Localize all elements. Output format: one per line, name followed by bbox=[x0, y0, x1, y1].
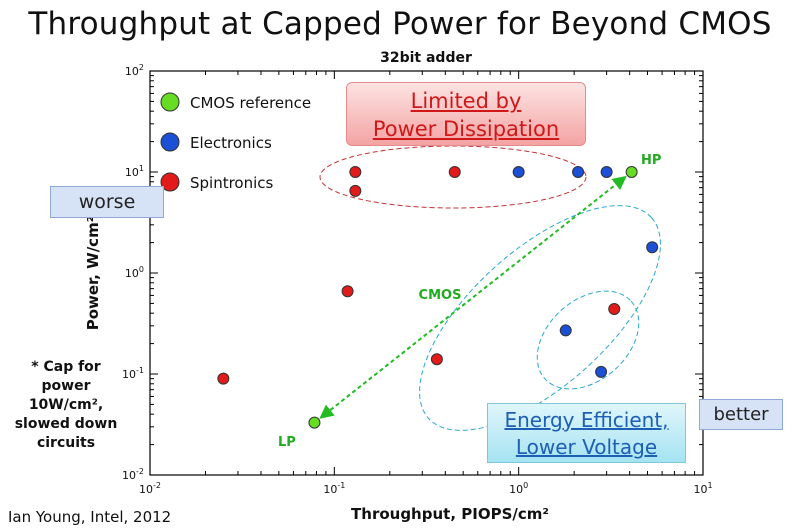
data-points bbox=[217, 166, 659, 429]
electronics-point bbox=[600, 166, 613, 178]
cap-note-line: 10W/cm², bbox=[28, 397, 104, 413]
credit: Ian Young, Intel, 2012 bbox=[8, 508, 172, 526]
limited-line-1: Limited by bbox=[410, 89, 522, 113]
x-tick-label: 100 bbox=[509, 481, 528, 496]
cap-note-line: * Cap for bbox=[31, 359, 101, 375]
electronics-point bbox=[572, 166, 585, 178]
axis-ticks bbox=[149, 71, 703, 476]
y-tick-label: 10-1 bbox=[122, 366, 144, 381]
electronics-point bbox=[559, 324, 572, 337]
spintronics-point bbox=[608, 303, 621, 316]
cmos-label: CMOS bbox=[419, 288, 462, 303]
y-tick-label: 10-2 bbox=[122, 467, 144, 482]
x-tick-label: 101 bbox=[693, 481, 712, 496]
electronics-point bbox=[595, 365, 608, 378]
lower-voltage-ellipse bbox=[536, 290, 640, 390]
energy-line-1: Energy Efficient, bbox=[504, 408, 669, 432]
energy-efficient-callout: Energy Efficient, Lower Voltage bbox=[487, 403, 686, 463]
chart-title: 32bit adder bbox=[380, 50, 472, 66]
spintronics-point bbox=[217, 372, 230, 385]
slide-title: Throughput at Capped Power for Beyond CM… bbox=[28, 6, 772, 42]
cmos-point bbox=[625, 166, 638, 178]
legend-marker-spintronics bbox=[160, 172, 180, 192]
legend-marker-electronics bbox=[160, 132, 180, 152]
limited-line-2: Power Dissipation bbox=[372, 117, 560, 141]
spintronics-point bbox=[448, 166, 461, 178]
better-label: better bbox=[699, 399, 783, 430]
y-tick-label: 101 bbox=[125, 164, 144, 179]
limited-by-power-callout: Limited by Power Dissipation bbox=[346, 82, 586, 146]
y-tick-label: 102 bbox=[125, 63, 144, 78]
lp-label: LP bbox=[278, 435, 296, 450]
cap-note: * Cap for power 10W/cm², slowed down cir… bbox=[6, 358, 126, 453]
legend-label-cmos: CMOS reference bbox=[190, 94, 311, 112]
x-tick-label: 10-2 bbox=[139, 481, 161, 496]
y-tick-label: 100 bbox=[125, 265, 144, 280]
spintronics-point bbox=[349, 184, 362, 197]
legend-marker-cmos bbox=[160, 92, 180, 112]
y-tick-labels: 10-2 10-1 100 101 102 bbox=[122, 63, 144, 482]
worse-label: worse bbox=[50, 186, 164, 218]
hp-label: HP bbox=[641, 153, 661, 168]
x-tick-labels: 10-2 10-1 100 101 bbox=[139, 481, 713, 496]
legend-label-spintronics: Spintronics bbox=[190, 174, 274, 192]
legend-label-electronics: Electronics bbox=[190, 134, 272, 152]
spintronics-point bbox=[430, 353, 443, 366]
cmos-point bbox=[308, 416, 321, 429]
electronics-point bbox=[512, 166, 525, 178]
electronics-point bbox=[646, 241, 659, 254]
x-axis-label: Throughput, PIOPS/cm² bbox=[351, 505, 549, 523]
cap-note-line: slowed down bbox=[14, 416, 118, 432]
legend: CMOS reference Electronics Spintronics bbox=[160, 92, 311, 192]
x-tick-label: 10-1 bbox=[323, 481, 345, 496]
y-axis-label: Power, W/cm² bbox=[84, 216, 102, 331]
spintronics-point bbox=[341, 285, 354, 298]
cap-note-line: circuits bbox=[36, 435, 96, 451]
cmos-scaling-arrow bbox=[319, 175, 627, 419]
cap-note-line: power bbox=[41, 378, 91, 394]
energy-line-2: Lower Voltage bbox=[515, 435, 658, 459]
spintronics-point bbox=[349, 166, 362, 178]
